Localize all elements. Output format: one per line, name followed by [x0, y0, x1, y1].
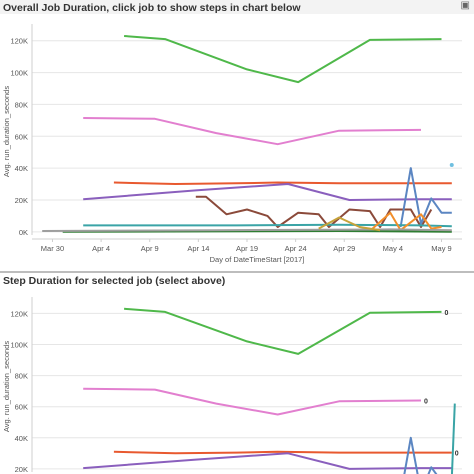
- series-line[interactable]: [62, 230, 452, 233]
- y-tick-label: 120K: [10, 37, 28, 46]
- series-line[interactable]: [42, 228, 452, 232]
- y-tick-label: 100K: [10, 341, 28, 350]
- y-tick-label: 20K: [15, 196, 28, 205]
- x-axis-title: Day of DateTimeStart [2017]: [210, 255, 305, 264]
- x-tick-label: Apr 9: [141, 244, 159, 253]
- x-tick-label: Apr 19: [236, 244, 258, 253]
- series-line[interactable]: [83, 117, 422, 146]
- x-tick-label: Apr 24: [285, 244, 307, 253]
- series-group: [42, 35, 454, 233]
- x-tick-label: Apr 14: [187, 244, 209, 253]
- y-tick-label: 80K: [15, 372, 28, 381]
- x-tick-label: Apr 4: [92, 244, 110, 253]
- series-line[interactable]: [399, 167, 452, 228]
- x-tick-label: May 9: [431, 244, 451, 253]
- top-panel-title-bar: [0, 0, 474, 14]
- x-tick-label: Apr 29: [333, 244, 355, 253]
- panel-divider: [0, 271, 474, 273]
- y-tick-label: 60K: [15, 403, 28, 412]
- y-tick-label: 120K: [10, 309, 28, 318]
- top-chart[interactable]: 0K 20K 40K 60K 80K 100K 120K Avg. run_duration_…: [0, 14, 474, 272]
- y-tick-label: 80K: [15, 100, 28, 109]
- y-tick-label: 20K: [15, 465, 28, 474]
- top-panel-title: Overall Job Duration, click job to show …: [3, 2, 301, 14]
- bottom-panel-title: Step Duration for selected job (select a…: [3, 275, 226, 287]
- x-tick-label: May 4: [383, 244, 403, 253]
- series-line[interactable]: [318, 216, 381, 232]
- series-group: [83, 307, 456, 474]
- y-tick-label: 100K: [10, 69, 28, 78]
- x-tick-label: Mar 30: [41, 244, 64, 253]
- y-axis-title: Avg. run_duration_seconds: [2, 341, 11, 432]
- series-line[interactable]: [450, 403, 456, 474]
- series-line[interactable]: [401, 436, 452, 474]
- y-tick-label: 40K: [15, 164, 28, 173]
- series-value-label: 0: [455, 451, 459, 458]
- series-line[interactable]: [195, 195, 433, 228]
- series-line[interactable]: [124, 307, 442, 355]
- close-icon[interactable]: ▣: [460, 0, 470, 11]
- y-tick-label: 60K: [15, 132, 28, 141]
- series-line[interactable]: [83, 387, 422, 416]
- series-value-label: 0: [424, 398, 428, 405]
- series-line[interactable]: [369, 211, 442, 232]
- series-line[interactable]: [124, 35, 442, 84]
- series-line[interactable]: [83, 223, 452, 228]
- series-line[interactable]: [113, 181, 452, 185]
- bottom-panel[interactable]: Step Duration for selected job (select a…: [0, 273, 474, 474]
- y-axis-title: Avg. run_duration_seconds: [2, 86, 11, 177]
- y-tick-label: 0K: [19, 228, 28, 237]
- bottom-chart[interactable]: 20K 40K 60K 80K 100K 120K Avg. run_duration_se…: [0, 289, 474, 474]
- y-tick-label: 40K: [15, 434, 28, 443]
- series-line[interactable]: [83, 452, 452, 470]
- series-line[interactable]: [83, 183, 452, 201]
- series-value-label: 0: [445, 310, 449, 317]
- series-line[interactable]: [113, 450, 452, 455]
- top-panel[interactable]: Overall Job Duration, click job to show …: [0, 0, 474, 272]
- series-point[interactable]: [449, 162, 454, 167]
